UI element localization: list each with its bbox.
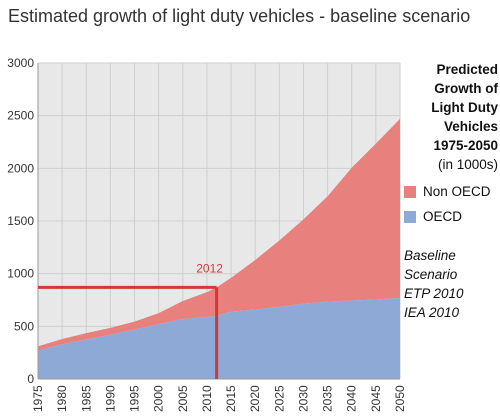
- y-tick-label: 2000: [7, 161, 34, 175]
- legend-heading-line: 1975-2050: [433, 138, 498, 153]
- y-tick-label: 0: [27, 372, 34, 386]
- x-tick-label: 2000: [152, 385, 166, 412]
- x-tick-label: 2045: [369, 385, 383, 412]
- y-tick-label: 500: [14, 319, 34, 333]
- legend-heading-line: Growth of: [434, 81, 498, 96]
- note-line: IEA 2010: [404, 305, 460, 320]
- x-tick-label: 2010: [200, 385, 214, 412]
- x-tick-label: 2025: [272, 385, 286, 412]
- y-tick-label: 1000: [7, 267, 34, 281]
- area-non-oecd: [38, 118, 400, 351]
- x-tick-label: 1980: [55, 385, 69, 412]
- legend-heading-line: Vehicles: [443, 119, 498, 134]
- legend: Predicted Growth of Light Duty Vehicles …: [404, 60, 498, 322]
- y-tick-label: 1500: [7, 214, 34, 228]
- legend-heading-line: Predicted: [436, 62, 498, 77]
- note-line: Baseline: [404, 248, 456, 263]
- legend-heading: Predicted Growth of Light Duty Vehicles …: [404, 60, 498, 155]
- legend-label-non-oecd: Non OECD: [423, 184, 491, 199]
- legend-heading-line: Light Duty: [431, 100, 498, 115]
- x-tick-label: 1995: [128, 385, 142, 412]
- x-tick-label: 1975: [31, 385, 45, 412]
- legend-item-non-oecd: Non OECD: [404, 184, 498, 199]
- note-line: ETP 2010: [404, 286, 464, 301]
- x-tick-label: 2005: [176, 385, 190, 412]
- note-line: Scenario: [404, 267, 458, 282]
- legend-swatch-non-oecd: [404, 185, 416, 198]
- chart-title: Estimated growth of light duty vehicles …: [8, 6, 471, 26]
- legend-label-oecd: OECD: [423, 209, 463, 224]
- x-tick-label: 2040: [345, 385, 359, 412]
- x-tick-label: 2020: [248, 385, 262, 412]
- scenario-note: Baseline Scenario ETP 2010 IEA 2010: [404, 246, 498, 322]
- legend-item-oecd: OECD: [404, 209, 498, 224]
- annotation-label: 2012: [196, 261, 223, 275]
- x-tick-label: 2035: [321, 385, 335, 412]
- y-tick-label: 3000: [7, 56, 34, 70]
- y-tick-label: 2500: [7, 109, 34, 123]
- legend-unit: (in 1000s): [437, 157, 498, 172]
- x-tick-label: 1990: [103, 385, 117, 412]
- legend-swatch-oecd: [404, 210, 416, 223]
- x-tick-label: 2015: [224, 385, 238, 412]
- area-oecd: [38, 297, 400, 379]
- x-tick-label: 2050: [393, 385, 407, 412]
- x-tick-label: 1985: [79, 385, 93, 412]
- x-tick-label: 2030: [296, 385, 310, 412]
